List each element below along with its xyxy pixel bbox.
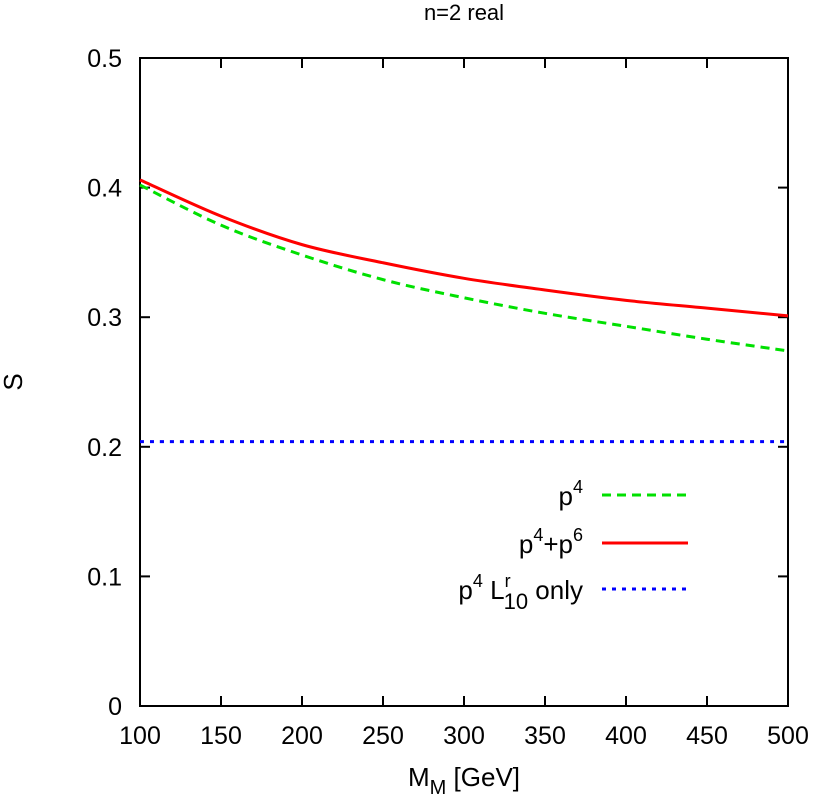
y-tick-label: 0.5 bbox=[87, 45, 122, 73]
chart-title: n=2 real bbox=[424, 0, 504, 25]
x-tick-label: 250 bbox=[362, 722, 404, 750]
legend-label: p4​ bbox=[559, 477, 583, 511]
y-axis-label: S bbox=[0, 373, 28, 390]
x-tick-label: 400 bbox=[605, 722, 647, 750]
legend-label: p4​+p6​ bbox=[519, 525, 583, 559]
y-tick-label: 0.1 bbox=[87, 563, 122, 591]
plot-axes: 100 150 200 250 300 350 400 450 500 0 0.1 0.2 0.3 0.4… bbox=[87, 45, 809, 750]
x-tick-label: 150 bbox=[200, 722, 242, 750]
x-tick-label: 350 bbox=[524, 722, 566, 750]
x-tick-label: 500 bbox=[767, 722, 809, 750]
y-tick-label: 0.2 bbox=[87, 434, 122, 462]
x-axis-label: MM [GeV] bbox=[408, 762, 520, 799]
series-line-0 bbox=[139, 183, 789, 353]
series-line-1 bbox=[139, 178, 789, 318]
y-tick-label: 0.4 bbox=[87, 175, 122, 203]
plot-series bbox=[139, 178, 789, 444]
plot-frame bbox=[139, 57, 789, 707]
x-tick-label: 300 bbox=[443, 722, 485, 750]
x-tick-label: 100 bbox=[119, 722, 161, 750]
x-tick-label: 450 bbox=[686, 722, 728, 750]
y-tick-label: 0 bbox=[108, 693, 122, 721]
y-tick-label: 0.3 bbox=[87, 304, 122, 332]
x-tick-label: 200 bbox=[281, 722, 323, 750]
